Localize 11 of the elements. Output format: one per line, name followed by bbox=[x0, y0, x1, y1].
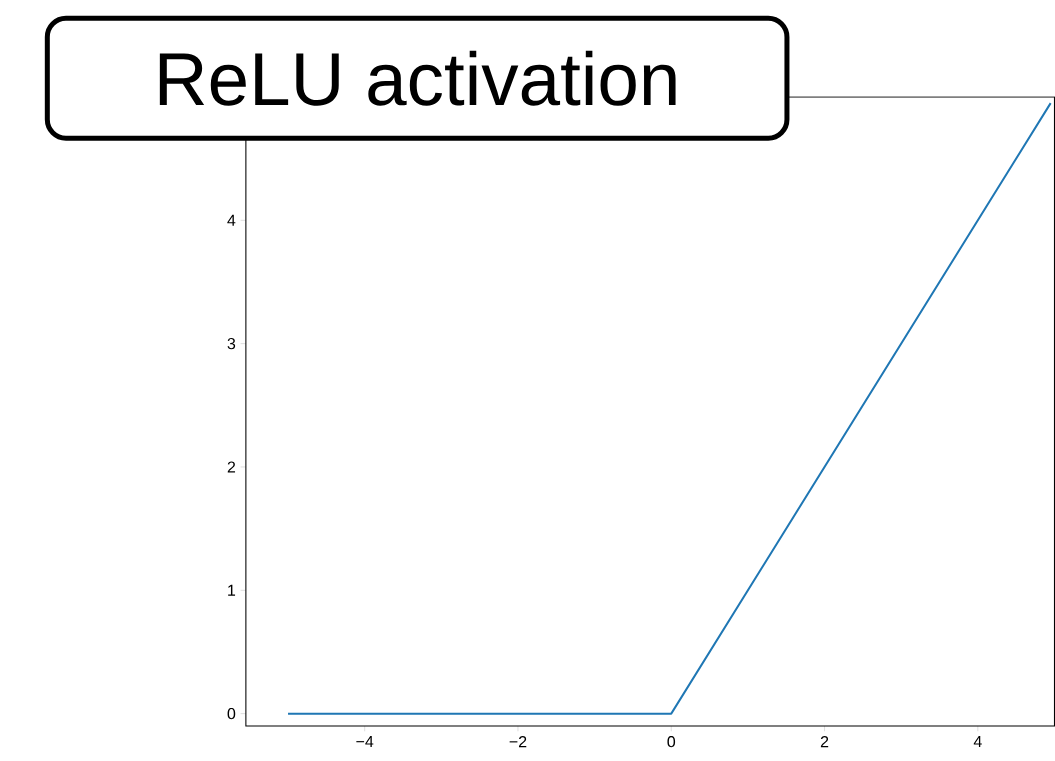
y-tick-label: 2 bbox=[227, 461, 236, 473]
x-tick-label: −4 bbox=[356, 736, 374, 748]
y-tick-label: 1 bbox=[228, 584, 236, 596]
chart-title: ReLU activation bbox=[159, 51, 676, 106]
y-tick-label: 0 bbox=[227, 708, 236, 720]
x-tick-label: 0 bbox=[667, 736, 676, 748]
x-tick-label: −2 bbox=[509, 736, 527, 748]
y-tick-label: 3 bbox=[227, 338, 236, 350]
y-tick-label: 4 bbox=[227, 214, 236, 226]
x-tick-label: 4 bbox=[973, 736, 982, 748]
x-tick-label: 2 bbox=[820, 736, 829, 748]
